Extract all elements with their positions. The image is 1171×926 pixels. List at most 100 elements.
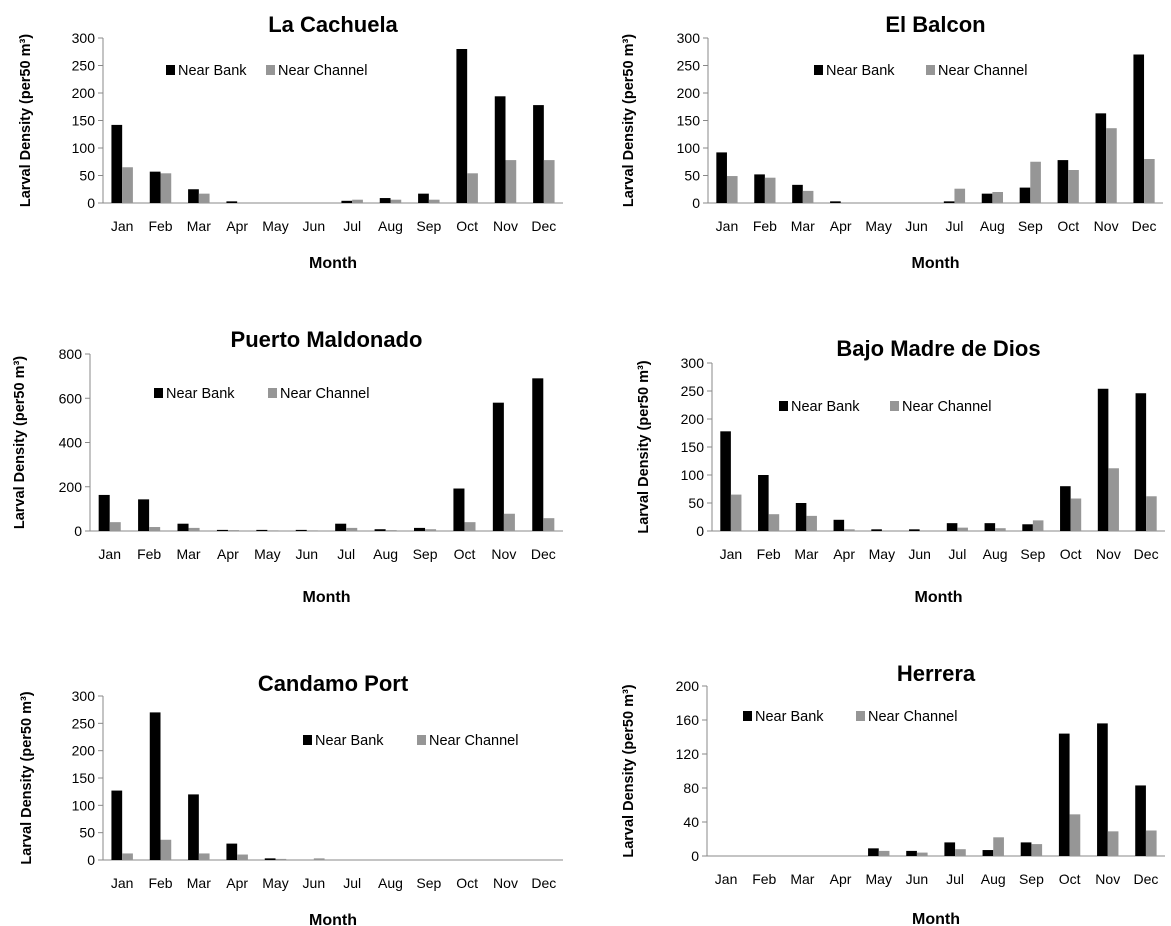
- legend-label: Near Bank: [178, 63, 247, 79]
- bar-near-bank: [758, 475, 769, 531]
- bar-near-bank: [149, 171, 161, 203]
- legend-label: Near Channel: [278, 63, 367, 79]
- x-tick-label: Oct: [1057, 218, 1079, 234]
- x-tick-label: Jan: [715, 871, 738, 887]
- legend-label: Near Bank: [315, 733, 384, 749]
- bar-near-bank: [1022, 524, 1033, 531]
- bar-near-channel: [916, 852, 928, 856]
- bar-near-bank: [792, 184, 803, 203]
- bar-near-bank: [984, 523, 996, 531]
- bar-near-channel: [802, 190, 814, 203]
- bar-near-bank: [868, 848, 879, 856]
- bar-near-channel: [464, 522, 476, 531]
- bar-near-bank: [418, 193, 429, 203]
- x-tick-label: Oct: [456, 875, 478, 891]
- x-tick-label: Feb: [137, 546, 161, 562]
- bar-near-channel: [730, 494, 742, 531]
- bar-near-bank: [494, 96, 506, 203]
- x-tick-label: Feb: [753, 218, 777, 234]
- y-tick-label: 40: [683, 814, 699, 830]
- legend-swatch: [266, 65, 275, 75]
- x-tick-label: Aug: [981, 871, 1006, 887]
- bar-near-bank: [138, 499, 150, 531]
- bar-near-bank: [1097, 388, 1109, 531]
- legend-label: Near Channel: [429, 733, 518, 749]
- bar-near-bank: [188, 794, 199, 860]
- bar-near-bank: [981, 193, 993, 203]
- x-tick-label: Sep: [413, 546, 438, 562]
- x-tick-label: Aug: [378, 218, 403, 234]
- legend-swatch: [890, 401, 899, 411]
- bar-near-channel: [160, 173, 172, 203]
- bar-near-bank: [1135, 393, 1147, 531]
- legend-swatch: [154, 388, 163, 398]
- x-tick-label: Jul: [946, 218, 964, 234]
- bar-near-channel: [505, 160, 517, 203]
- x-tick-label: Nov: [493, 218, 518, 234]
- bar-near-channel: [806, 515, 817, 531]
- bar-near-channel: [198, 193, 210, 203]
- bar-near-channel: [1068, 170, 1079, 203]
- x-tick-label: May: [869, 546, 895, 562]
- bar-near-bank: [149, 712, 161, 860]
- x-tick-label: Sep: [1020, 546, 1045, 562]
- y-tick-label: 0: [74, 523, 82, 539]
- x-tick-label: Mar: [791, 218, 815, 234]
- bar-near-bank: [795, 503, 807, 531]
- chart-title: Herrera: [897, 661, 976, 686]
- bar-near-bank: [111, 790, 123, 860]
- bar-near-channel: [1069, 814, 1081, 856]
- legend-label: Near Channel: [280, 386, 369, 402]
- y-tick-label: 50: [688, 495, 704, 511]
- x-tick-label: Dec: [1133, 871, 1158, 887]
- y-tick-label: 100: [681, 467, 705, 483]
- y-tick-label: 250: [72, 715, 96, 731]
- bar-near-channel: [726, 176, 738, 203]
- y-tick-label: 0: [87, 195, 95, 211]
- x-tick-label: Nov: [493, 875, 518, 891]
- bar-near-bank: [946, 523, 958, 531]
- legend-swatch: [779, 401, 788, 411]
- bar-near-channel: [149, 527, 161, 531]
- bar-near-bank: [1135, 785, 1146, 856]
- x-tick-label: Feb: [148, 875, 172, 891]
- bar-near-channel: [188, 527, 200, 531]
- x-tick-label: Apr: [833, 546, 855, 562]
- legend-swatch: [743, 711, 752, 721]
- bar-near-channel: [1106, 128, 1117, 203]
- x-tick-label: Mar: [176, 546, 200, 562]
- x-axis-label: Month: [303, 589, 351, 606]
- legend-swatch: [814, 65, 823, 75]
- chart-title: La Cachuela: [268, 12, 398, 37]
- bar-near-bank: [906, 850, 917, 856]
- bar-near-bank: [341, 200, 353, 203]
- legend-swatch: [926, 65, 935, 75]
- x-tick-label: May: [865, 218, 891, 234]
- bar-near-bank: [754, 174, 765, 203]
- x-tick-label: Jul: [343, 218, 361, 234]
- bar-near-channel: [543, 518, 555, 531]
- x-tick-label: Jan: [111, 875, 134, 891]
- x-tick-label: Jun: [296, 546, 319, 562]
- y-tick-label: 200: [72, 85, 96, 101]
- bar-near-channel: [198, 853, 210, 860]
- legend-swatch: [166, 65, 175, 75]
- x-tick-label: Apr: [830, 871, 852, 887]
- bar-near-bank: [532, 378, 544, 531]
- y-tick-label: 50: [684, 168, 700, 184]
- x-tick-label: Jun: [303, 875, 326, 891]
- legend-label: Near Bank: [755, 709, 824, 725]
- bar-near-bank: [256, 529, 268, 531]
- bar-near-channel: [503, 513, 515, 531]
- bar-near-channel: [1032, 520, 1044, 531]
- x-tick-label: Oct: [1059, 871, 1081, 887]
- x-axis-label: Month: [912, 255, 960, 272]
- y-tick-label: 800: [59, 346, 83, 362]
- y-tick-label: 0: [691, 848, 699, 864]
- bar-near-bank: [1095, 113, 1107, 203]
- y-tick-label: 300: [677, 30, 701, 46]
- y-tick-label: 300: [681, 355, 705, 371]
- x-tick-label: May: [254, 546, 280, 562]
- y-tick-label: 200: [676, 678, 700, 694]
- bar-near-channel: [1031, 844, 1043, 856]
